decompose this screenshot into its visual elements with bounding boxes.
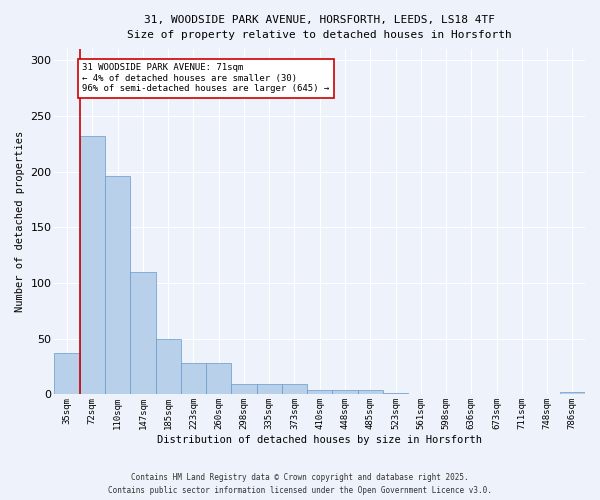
Y-axis label: Number of detached properties: Number of detached properties xyxy=(15,131,25,312)
Bar xyxy=(257,384,282,394)
Bar xyxy=(332,390,358,394)
Bar xyxy=(206,363,232,394)
Bar xyxy=(130,272,155,394)
Bar xyxy=(181,363,206,394)
Bar xyxy=(307,390,332,394)
Text: 31 WOODSIDE PARK AVENUE: 71sqm
← 4% of detached houses are smaller (30)
96% of s: 31 WOODSIDE PARK AVENUE: 71sqm ← 4% of d… xyxy=(82,64,329,93)
Bar xyxy=(155,338,181,394)
Bar xyxy=(55,353,80,395)
Text: Contains HM Land Registry data © Crown copyright and database right 2025.
Contai: Contains HM Land Registry data © Crown c… xyxy=(108,474,492,495)
X-axis label: Distribution of detached houses by size in Horsforth: Distribution of detached houses by size … xyxy=(157,435,482,445)
Title: 31, WOODSIDE PARK AVENUE, HORSFORTH, LEEDS, LS18 4TF
Size of property relative t: 31, WOODSIDE PARK AVENUE, HORSFORTH, LEE… xyxy=(127,15,512,40)
Bar xyxy=(282,384,307,394)
Bar xyxy=(105,176,130,394)
Bar xyxy=(358,390,383,394)
Bar xyxy=(560,392,585,394)
Bar xyxy=(232,384,257,394)
Bar xyxy=(80,136,105,394)
